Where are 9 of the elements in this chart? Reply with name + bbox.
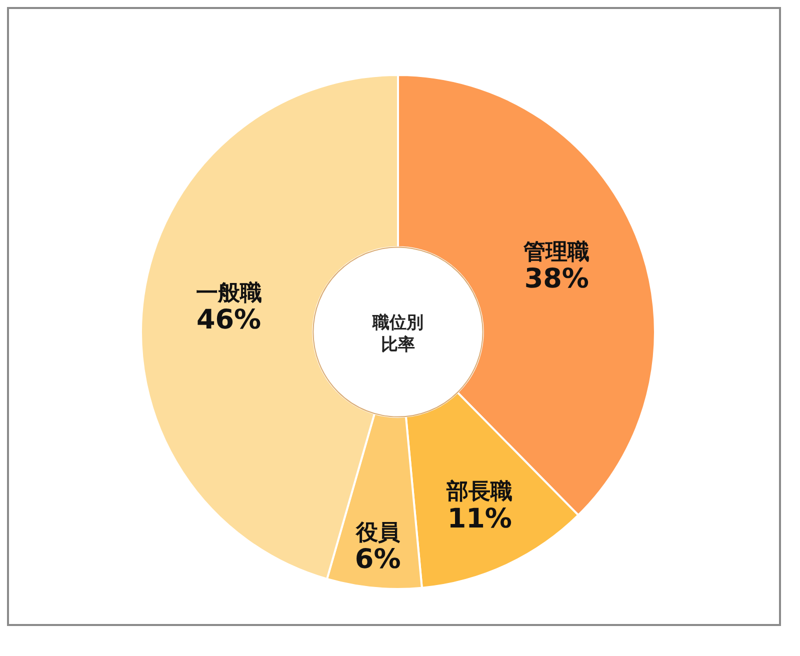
slice-label: 役員	[354, 520, 400, 546]
slice-label: 管理職	[522, 240, 590, 265]
slice-label: 部長職	[446, 478, 513, 505]
data-label: 38%	[524, 264, 589, 295]
text: 職位別比率	[372, 312, 424, 356]
slice-label: 一般職	[196, 280, 262, 306]
data-label: 11%	[447, 503, 512, 534]
data-label: 46%	[196, 304, 262, 336]
data-label: 6%	[354, 544, 401, 576]
